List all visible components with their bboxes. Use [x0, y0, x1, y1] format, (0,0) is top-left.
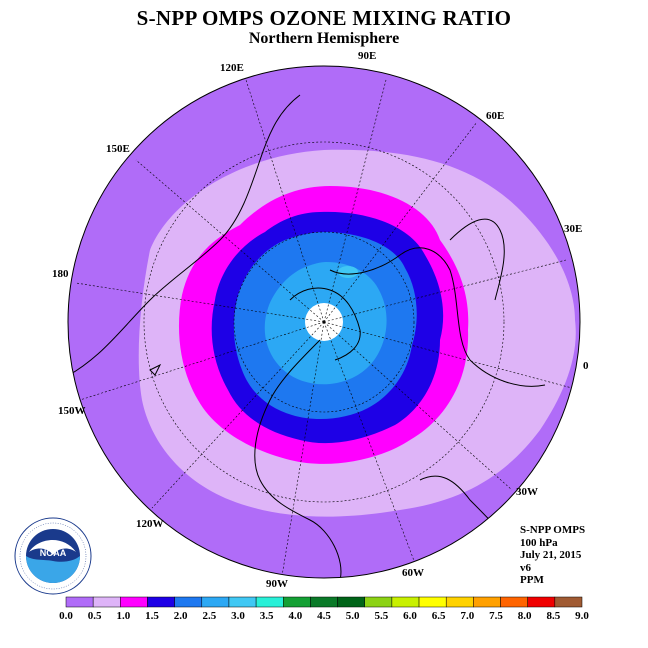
info-block: S-NPP OMPS 100 hPa July 21, 2015 v6 PPM — [520, 524, 585, 587]
lon-label-90e: 90E — [358, 50, 377, 62]
info-instrument: S-NPP OMPS — [520, 524, 586, 536]
lon-label-120w: 120W — [136, 518, 164, 530]
lon-label-90w: 90W — [266, 578, 288, 590]
lon-label-180: 180 — [52, 268, 69, 280]
info-version: v6 — [520, 561, 531, 574]
lon-label-30e: 30E — [564, 223, 583, 235]
chart-subtitle: Northern Hemisphere — [248, 30, 400, 47]
graticule — [75, 79, 573, 577]
lon-label-60e: 60E — [486, 110, 505, 122]
lon-label-150w: 150W — [58, 405, 86, 417]
band-2.5-3.0-patch — [338, 266, 358, 278]
info-date: July 21, 2015 — [520, 549, 582, 562]
noaa-logo-text: NOAA — [40, 548, 67, 558]
info-units: PPM — [520, 574, 544, 587]
chart-title: S-NPP OMPS OZONE MIXING RATIO — [136, 6, 512, 30]
lon-label-150e: 150E — [106, 143, 130, 155]
map-border — [67, 65, 581, 579]
lon-label-120e: 120E — [220, 62, 244, 74]
lon-label-30w: 30W — [516, 486, 538, 498]
lon-label-60w: 60W — [402, 567, 424, 579]
info-level: 100 hPa — [520, 536, 558, 549]
noaa-logo: NOAA — [14, 517, 92, 595]
lon-label-0: 0 — [583, 360, 589, 372]
